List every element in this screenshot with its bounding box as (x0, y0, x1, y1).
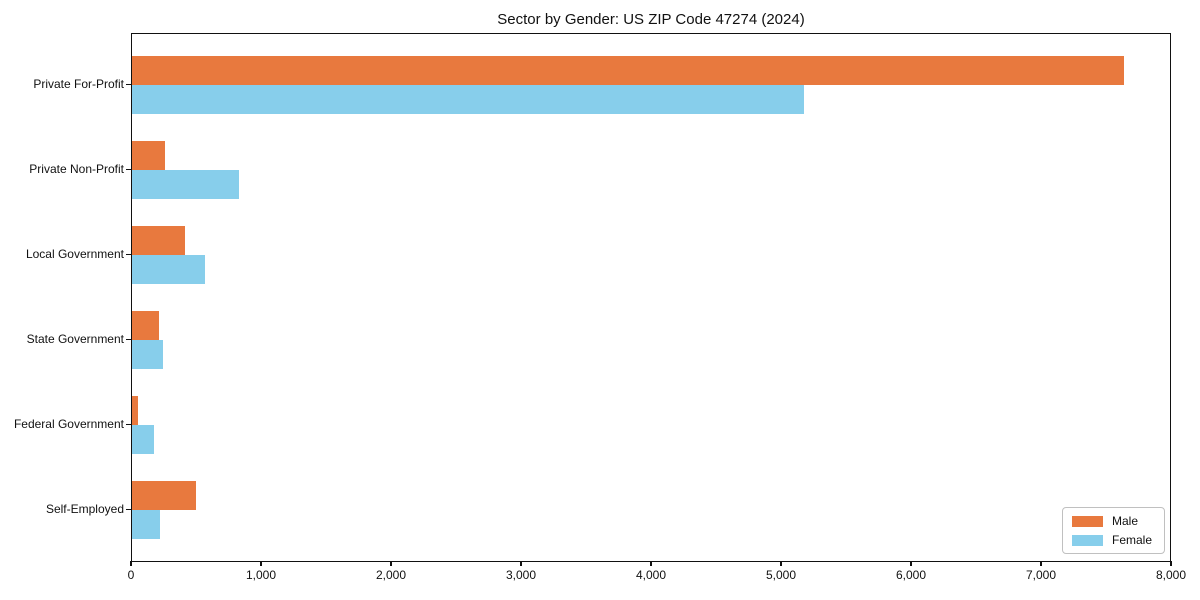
legend-swatch-male (1071, 515, 1103, 527)
x-label-0: 0 (127, 568, 135, 582)
plot-area: Male Female (131, 33, 1171, 562)
x-label-6000: 6,000 (895, 568, 927, 582)
y-tick-private-for-profit (126, 83, 131, 85)
y-tick-local-government (126, 253, 131, 255)
x-tick-3000 (520, 561, 522, 566)
legend-entry-male: Male (1071, 514, 1152, 528)
y-tick-self-employed (126, 508, 131, 510)
bar-female-self-employed (132, 510, 160, 539)
y-label-local-government: Local Government (25, 247, 124, 261)
x-tick-7000 (1040, 561, 1042, 566)
bar-female-private-non-profit (132, 170, 239, 199)
y-tick-state-government (126, 338, 131, 340)
x-tick-5000 (780, 561, 782, 566)
bar-male-self-employed (132, 481, 196, 510)
legend-label-female: Female (1111, 533, 1152, 547)
bar-female-local-government (132, 255, 205, 284)
x-tick-2000 (390, 561, 392, 566)
legend-swatch-female (1071, 534, 1103, 546)
y-tick-federal-government (126, 423, 131, 425)
chart-title: Sector by Gender: US ZIP Code 47274 (202… (497, 11, 805, 28)
bar-male-state-government (132, 311, 160, 340)
bar-male-private-non-profit (132, 141, 165, 170)
x-label-2000: 2,000 (375, 568, 407, 582)
y-label-federal-government: Federal Government (13, 417, 124, 431)
x-tick-0 (130, 561, 132, 566)
x-label-4000: 4,000 (635, 568, 667, 582)
y-label-private-non-profit: Private Non-Profit (29, 162, 124, 176)
y-label-private-for-profit: Private For-Profit (33, 77, 124, 91)
x-label-5000: 5,000 (765, 568, 797, 582)
bar-female-federal-government (132, 425, 155, 454)
x-label-1000: 1,000 (245, 568, 277, 582)
bar-male-private-for-profit (132, 56, 1124, 85)
x-tick-6000 (910, 561, 912, 566)
x-label-8000: 8,000 (1155, 568, 1187, 582)
bar-female-private-for-profit (132, 85, 805, 114)
x-tick-1000 (260, 561, 262, 566)
legend-entry-female: Female (1071, 533, 1152, 547)
bar-male-federal-government (132, 396, 138, 425)
y-tick-private-non-profit (126, 168, 131, 170)
legend: Male Female (1061, 507, 1165, 554)
x-tick-8000 (1170, 561, 1172, 566)
bar-female-state-government (132, 340, 164, 369)
bar-male-local-government (132, 226, 186, 255)
y-label-state-government: State Government (26, 332, 124, 346)
x-label-3000: 3,000 (505, 568, 537, 582)
x-tick-4000 (650, 561, 652, 566)
x-label-7000: 7,000 (1025, 568, 1057, 582)
legend-label-male: Male (1111, 514, 1138, 528)
y-label-self-employed: Self-Employed (45, 502, 124, 516)
